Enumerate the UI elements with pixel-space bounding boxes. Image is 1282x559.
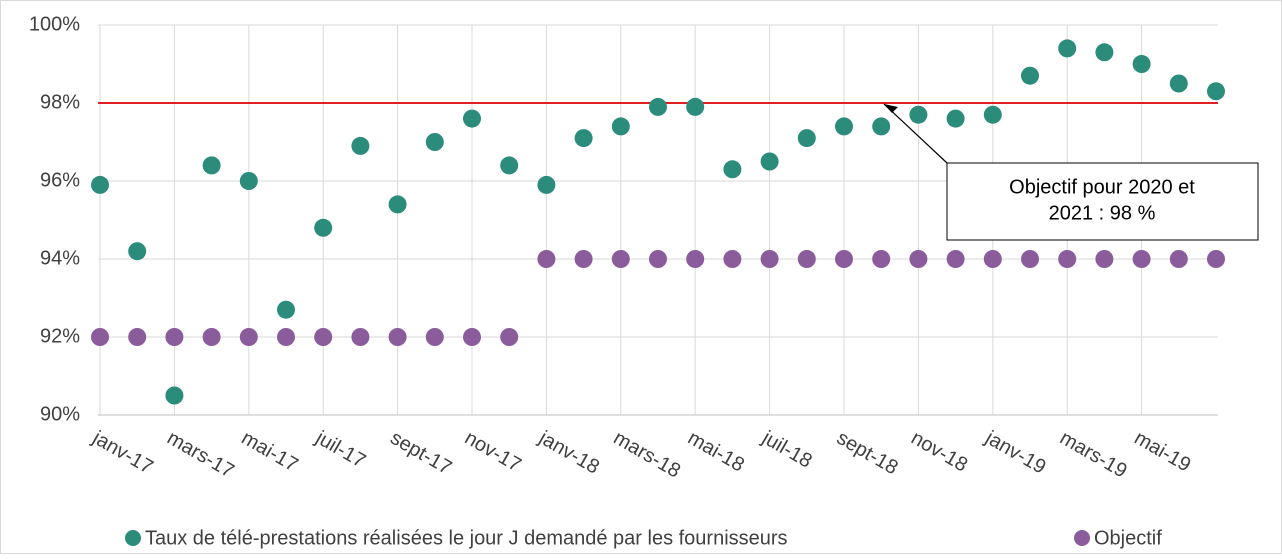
point [1207,82,1225,101]
point [1169,74,1188,93]
point [388,195,407,214]
point [872,250,891,268]
point [425,328,444,346]
point [537,250,556,268]
point [128,328,147,346]
point [946,250,965,268]
point [500,328,519,346]
arrow-head [884,104,898,113]
point [574,129,593,148]
point [351,136,370,155]
point [835,250,853,268]
point [983,250,1002,268]
point [1207,250,1225,268]
point [909,105,928,124]
point [686,97,705,116]
annotation-box [946,162,1259,241]
point [165,328,184,346]
annotation-text: Objectif pour 2020 et [1009,176,1195,198]
y-tick-label: 96% [40,169,80,191]
point [202,156,221,175]
point [1095,43,1114,62]
point [723,250,742,268]
y-tick-label: 94% [40,247,80,269]
point [835,117,853,136]
point [1132,55,1151,73]
point [314,328,333,346]
point [500,156,519,175]
point [463,109,481,128]
point [946,109,965,128]
point [760,250,779,268]
point [1021,250,1039,268]
point [239,172,258,190]
point [1169,250,1188,268]
point [314,218,333,237]
point [649,97,667,116]
point [1095,250,1114,268]
annotation-text: 2021 : 98 % [1049,202,1156,224]
point [611,117,630,136]
point [425,133,444,151]
point [91,175,109,194]
point [537,175,556,194]
legend-marker [1074,530,1090,546]
point [760,152,779,171]
point [872,117,891,136]
point [1021,66,1039,85]
point [463,328,481,346]
point [723,160,742,179]
legend-marker [125,530,141,546]
point [611,250,630,268]
point [239,328,258,346]
y-tick-label: 98% [40,91,80,113]
point [277,300,295,319]
point [1058,250,1077,268]
point [388,328,407,346]
point [797,129,816,148]
legend-label: Taux de télé-prestations réalisées le jo… [145,527,788,549]
y-tick-label: 90% [40,403,80,425]
point [574,250,593,268]
point [983,105,1002,124]
point [277,328,295,346]
point [686,250,705,268]
point [1058,39,1077,58]
y-tick-label: 100% [29,13,80,35]
point [202,328,221,346]
y-tick-label: 92% [40,325,80,347]
point [1132,250,1151,268]
point [91,328,109,346]
point [351,328,370,346]
legend-label: Objectif [1094,527,1162,549]
point [797,250,816,268]
point [128,242,147,261]
annotation-arrow [883,103,948,164]
point [909,250,928,268]
point [649,250,667,268]
point [165,386,184,405]
